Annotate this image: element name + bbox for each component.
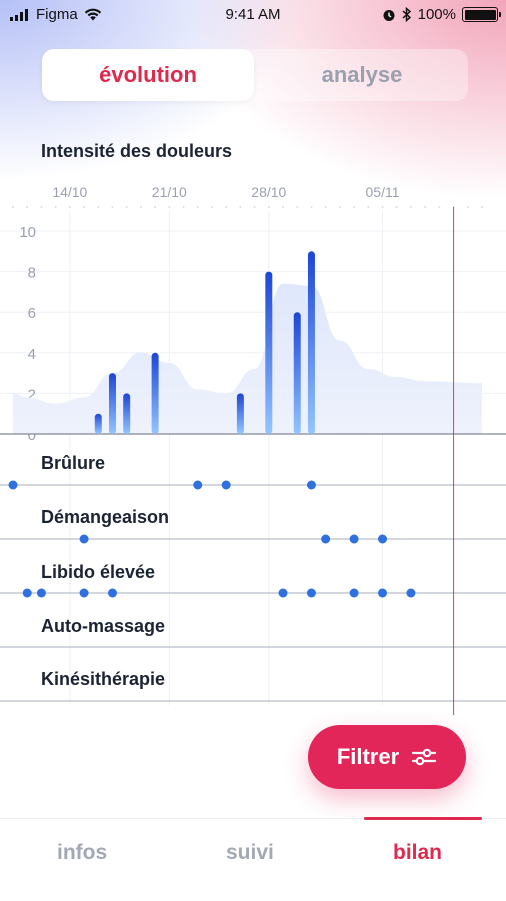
day-tick — [196, 206, 199, 208]
day-tick — [424, 206, 427, 208]
day-tick — [26, 206, 29, 208]
status-time: 9:41 AM — [225, 6, 281, 23]
y-tick-label: 10 — [19, 224, 36, 241]
battery-percent: 100% — [417, 6, 456, 23]
status-right: 100% — [382, 6, 501, 23]
pain-bar — [293, 312, 301, 434]
day-tick — [481, 206, 483, 208]
alarm-icon — [383, 9, 395, 21]
symptom-dot — [349, 588, 359, 598]
symptom-dot — [378, 588, 388, 598]
bluetooth-icon — [402, 7, 411, 22]
bottom-tab-bar: infos suivi bilan — [0, 817, 506, 901]
carrier-label: Figma — [36, 6, 78, 23]
filter-button-label: Filtrer — [336, 744, 400, 769]
symptom-dot — [107, 588, 117, 598]
pain-bar — [307, 251, 315, 434]
day-tick — [154, 206, 157, 208]
pain-bar — [236, 393, 244, 434]
symptom-label-brulure: Brûlure — [41, 453, 106, 473]
symptom-dot — [378, 534, 388, 544]
symptom-dot — [306, 480, 316, 490]
day-tick — [97, 206, 100, 208]
x-tick-label: 21/10 — [152, 184, 187, 200]
symptom-dot — [22, 588, 32, 598]
y-tick-label: 2 — [28, 386, 36, 403]
tab-suivi[interactable]: suivi — [226, 841, 274, 864]
day-tick — [111, 206, 114, 208]
trend-area — [13, 283, 482, 434]
pain-bar — [265, 271, 273, 434]
symptom-dot — [406, 588, 416, 598]
day-tick — [125, 206, 128, 208]
day-tick — [267, 206, 270, 208]
day-tick — [282, 206, 285, 208]
symptom-dot — [306, 588, 316, 598]
y-tick-label: 4 — [28, 346, 36, 363]
day-tick — [40, 206, 43, 208]
symptom-dot — [349, 534, 359, 544]
day-tick — [68, 206, 71, 208]
sliders-icon — [412, 748, 437, 766]
wifi-icon — [84, 8, 101, 21]
pain-bar — [94, 413, 102, 434]
tab-infos[interactable]: infos — [57, 841, 108, 864]
symptom-label-libido: Libido élevée — [41, 562, 156, 582]
symptom-label-demangeaison: Démangeaison — [41, 507, 170, 527]
day-tick — [409, 206, 412, 208]
y-tick-label: 0 — [28, 427, 36, 444]
day-tick — [296, 206, 299, 208]
symptom-dot — [278, 588, 288, 598]
day-tick — [381, 206, 384, 208]
symptom-dot — [193, 480, 203, 490]
tab-bilan[interactable]: bilan — [393, 841, 443, 864]
symptom-label-auto-massage: Auto-massage — [41, 616, 166, 636]
day-tick — [367, 206, 370, 208]
chart-title: Intensité des douleurs — [41, 141, 233, 161]
symptom-dot — [321, 534, 331, 544]
symptom-dot — [8, 480, 18, 490]
day-tick — [324, 206, 327, 208]
symptom-dot — [79, 588, 89, 598]
day-tick — [83, 206, 86, 208]
day-tick — [182, 206, 185, 208]
symptom-dot — [36, 588, 46, 598]
pain-bar — [108, 373, 116, 434]
day-tick — [310, 206, 313, 208]
day-tick — [12, 206, 14, 208]
battery-icon — [462, 7, 501, 22]
day-tick — [253, 206, 256, 208]
day-tick — [438, 206, 441, 208]
segmented-control: évolution analyse — [42, 49, 468, 101]
pain-intensity-chart: 14/10 21/10 28/10 05/11 0 2 4 6 8 10 — [0, 184, 506, 715]
day-tick — [225, 206, 228, 208]
day-tick — [54, 206, 57, 208]
tab-evolution[interactable]: évolution — [42, 49, 254, 101]
x-tick-label: 28/10 — [251, 184, 286, 200]
day-tick — [210, 206, 213, 208]
symptom-dot — [221, 480, 231, 490]
day-tick — [395, 206, 398, 208]
day-tick — [353, 206, 356, 208]
active-tab-indicator — [364, 817, 482, 820]
x-tick-label: 05/11 — [366, 184, 400, 200]
status-bar: Figma 9:41 AM 100% — [0, 0, 506, 30]
pain-bar — [123, 393, 131, 434]
signal-icon — [10, 8, 28, 21]
status-left: Figma — [10, 6, 102, 23]
day-tick — [466, 206, 469, 208]
day-tick — [139, 206, 142, 208]
pain-bar — [151, 352, 159, 434]
day-tick — [168, 206, 171, 208]
day-tick — [239, 206, 242, 208]
symptom-label-kinesitherapie: Kinésithérapie — [41, 669, 166, 689]
symptom-dot — [79, 534, 89, 544]
x-tick-label: 14/10 — [52, 184, 87, 200]
y-tick-label: 6 — [28, 305, 36, 322]
filter-button[interactable]: Filtrer — [308, 725, 466, 789]
day-tick — [338, 206, 341, 208]
y-tick-label: 8 — [28, 265, 36, 282]
tab-analyse[interactable]: analyse — [321, 62, 403, 87]
